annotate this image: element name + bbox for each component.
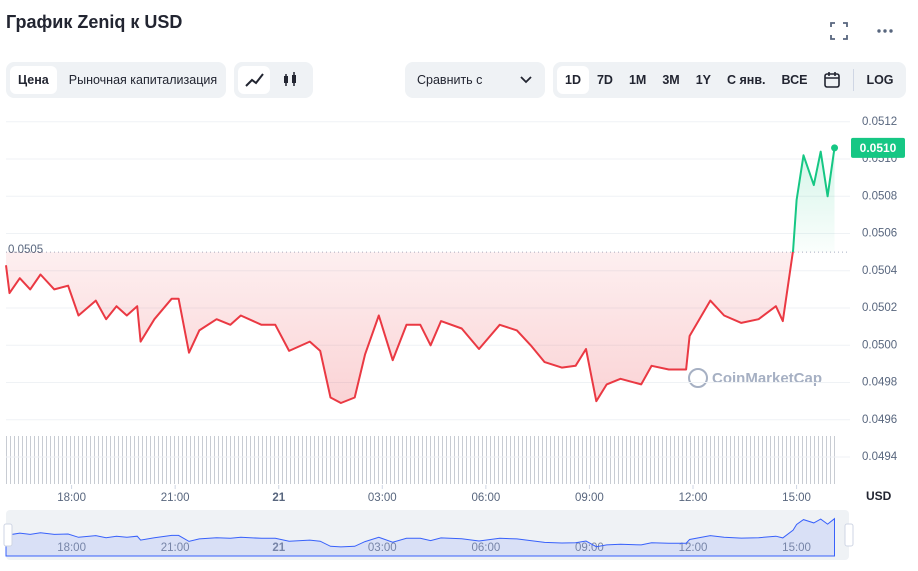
navigator-tick-label: 18:00 — [57, 542, 86, 554]
y-unit-label: USD — [866, 489, 892, 503]
last-point — [831, 144, 839, 152]
chart-type-group — [234, 62, 313, 98]
range-button[interactable]: ВСЕ — [781, 73, 808, 87]
range-button[interactable]: 3M — [662, 73, 680, 87]
tab[interactable]: Цена — [10, 66, 57, 94]
price-area — [6, 147, 835, 403]
navigator-handle[interactable] — [844, 523, 854, 547]
navigator-tick-label: 12:00 — [679, 542, 708, 554]
y-tick-label: 0.0512 — [862, 116, 897, 128]
fullscreen-icon[interactable] — [828, 20, 850, 42]
price-line — [5, 147, 836, 404]
watermark: CoinMarketCap — [688, 368, 822, 388]
separator — [853, 69, 855, 91]
navigator-line — [5, 517, 835, 557]
more-icon[interactable] — [874, 20, 896, 42]
watermark-text: CoinMarketCap — [712, 370, 822, 387]
x-tick-label: 21:00 — [161, 492, 190, 504]
x-tick-label: 15:00 — [782, 492, 811, 504]
candle-type-button[interactable] — [274, 66, 306, 94]
navigator-tick-label: 21 — [272, 542, 285, 554]
range-button[interactable]: 1M — [628, 73, 647, 87]
log-button[interactable]: LOG — [866, 73, 894, 87]
y-tick-label: 0.0498 — [862, 377, 897, 389]
x-tick-label: 06:00 — [471, 492, 500, 504]
tab-group: Цена Рыночная капитализация — [6, 62, 226, 98]
navigator-tick-label: 15:00 — [782, 542, 811, 554]
y-tick-label: 0.0496 — [862, 414, 897, 426]
y-tick-label: 0.0508 — [862, 190, 897, 202]
x-tick-label: 09:00 — [575, 492, 604, 504]
calendar-button[interactable] — [815, 66, 849, 94]
compare-select[interactable]: Сравнить с — [405, 62, 545, 98]
range-group: 1D 7D 1M 3M 1Y С янв. ВСЕ LOG — [553, 62, 906, 98]
tab[interactable]: Рыночная капитализация — [68, 73, 218, 87]
y-tick-label: 0.0500 — [862, 339, 897, 351]
range-button[interactable]: 1D — [557, 66, 589, 94]
navigator — [6, 510, 849, 560]
range-button[interactable]: 1Y — [695, 73, 712, 87]
y-tick-label: 0.0494 — [862, 451, 898, 463]
x-tick-label: 12:00 — [679, 492, 708, 504]
y-tick-label: 0.0504 — [862, 265, 898, 277]
navigator-tick-label: 21:00 — [161, 542, 190, 554]
volume-bars — [6, 436, 838, 484]
y-tick-label: 0.0502 — [862, 302, 897, 314]
navigator-handle[interactable] — [3, 523, 13, 547]
range-button[interactable]: 7D — [596, 73, 613, 87]
navigator-tick-label: 09:00 — [575, 542, 604, 554]
price-badge-label: 0.0510 — [860, 141, 897, 155]
compare-label: Сравнить с — [417, 73, 483, 87]
range-button[interactable]: С янв. — [727, 73, 766, 87]
line-type-button[interactable] — [238, 66, 270, 94]
page-title: График Zeniq к USD — [6, 12, 183, 32]
navigator-tick-label: 06:00 — [471, 542, 500, 554]
y-tick-label: 0.0506 — [862, 228, 897, 240]
x-tick-label: 18:00 — [57, 492, 86, 504]
x-tick-label: 03:00 — [368, 492, 397, 504]
price-badge — [851, 137, 905, 158]
navigator-tick-label: 03:00 — [368, 542, 397, 554]
x-tick-label: 21 — [272, 492, 285, 504]
